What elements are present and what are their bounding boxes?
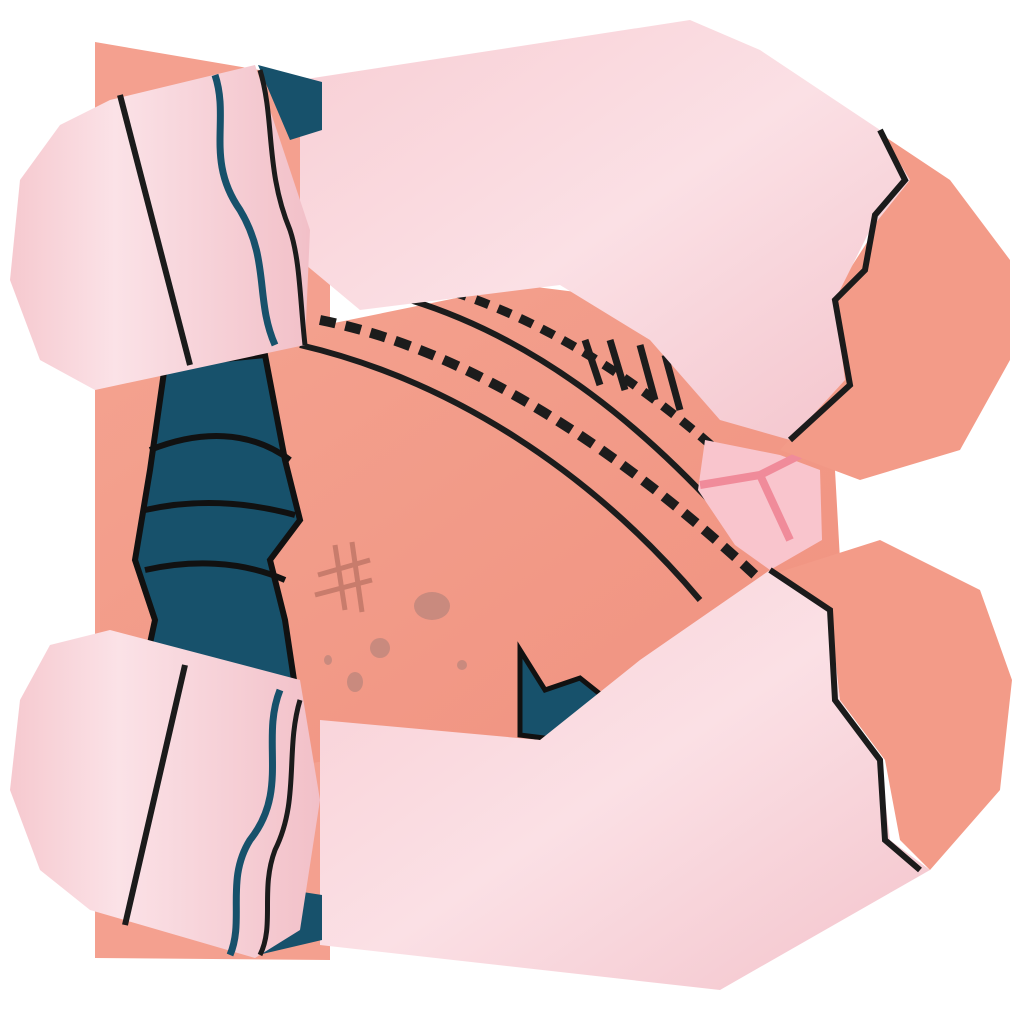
skin-top-lobe	[780, 120, 1010, 480]
scratch-mark	[314, 541, 373, 613]
stitch-line-4	[428, 280, 774, 504]
stitch-line-2	[299, 342, 703, 602]
stitch-line-1	[319, 315, 759, 579]
glove-top-icon	[300, 20, 910, 443]
sleeve-bottom-icon	[10, 630, 322, 958]
skin-panel-icon	[100, 280, 840, 800]
glove-bottom-icon	[320, 567, 930, 990]
sleeve-top-icon	[10, 65, 322, 390]
freckles	[324, 592, 467, 692]
hatch-marks	[581, 338, 684, 411]
